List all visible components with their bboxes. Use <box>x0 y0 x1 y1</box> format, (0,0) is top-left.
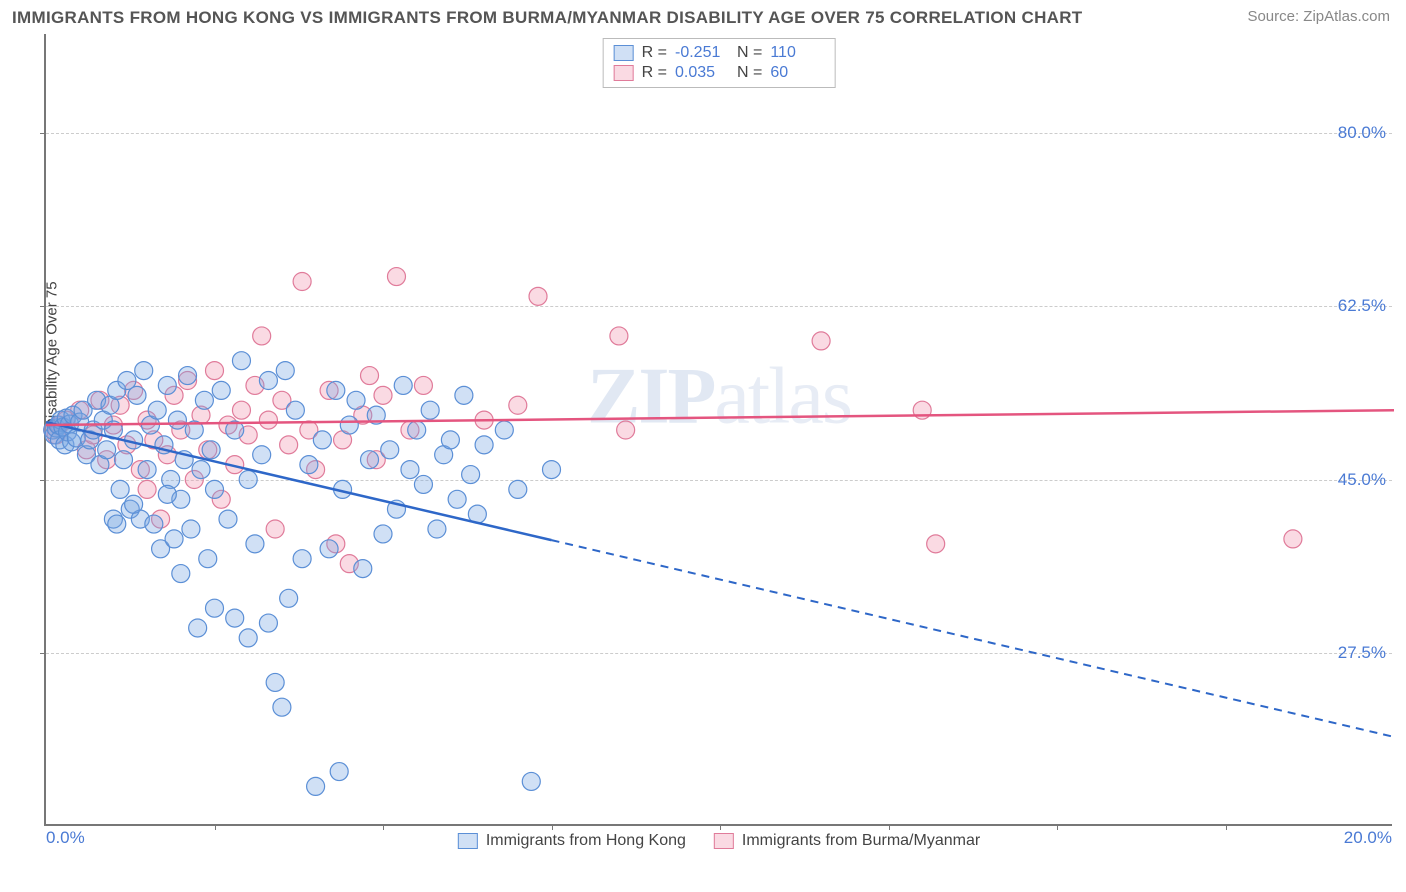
x-tick-right: 20.0% <box>1344 828 1392 848</box>
legend-row-0: R = -0.251 N = 110 <box>614 43 825 63</box>
legend-swatch-b0 <box>458 833 478 849</box>
chart-title: IMMIGRANTS FROM HONG KONG VS IMMIGRANTS … <box>12 8 1082 28</box>
legend-n-label: N = <box>737 64 762 82</box>
source-label: Source: ZipAtlas.com <box>1247 8 1390 25</box>
legend-item-1: Immigrants from Burma/Myanmar <box>714 832 980 850</box>
plot-area: Disability Age Over 75 ZIPatlas R = -0.2… <box>44 34 1392 826</box>
legend-label-0: Immigrants from Hong Kong <box>486 832 686 850</box>
legend-swatch-0 <box>614 45 634 61</box>
legend-r-value-0: -0.251 <box>675 44 729 62</box>
legend-r-label: R = <box>642 64 667 82</box>
correlation-legend: R = -0.251 N = 110 R = 0.035 N = 60 <box>603 38 836 88</box>
series-legend: Immigrants from Hong Kong Immigrants fro… <box>458 832 980 850</box>
legend-row-1: R = 0.035 N = 60 <box>614 63 825 83</box>
legend-n-label: N = <box>737 44 762 62</box>
legend-r-label: R = <box>642 44 667 62</box>
x-tick-left: 0.0% <box>46 828 85 848</box>
plot-svg <box>46 34 1392 824</box>
legend-swatch-1 <box>614 65 634 81</box>
legend-item-0: Immigrants from Hong Kong <box>458 832 686 850</box>
legend-n-value-0: 110 <box>770 44 824 62</box>
legend-label-1: Immigrants from Burma/Myanmar <box>742 832 980 850</box>
legend-swatch-b1 <box>714 833 734 849</box>
legend-r-value-1: 0.035 <box>675 64 729 82</box>
legend-n-value-1: 60 <box>770 64 824 82</box>
